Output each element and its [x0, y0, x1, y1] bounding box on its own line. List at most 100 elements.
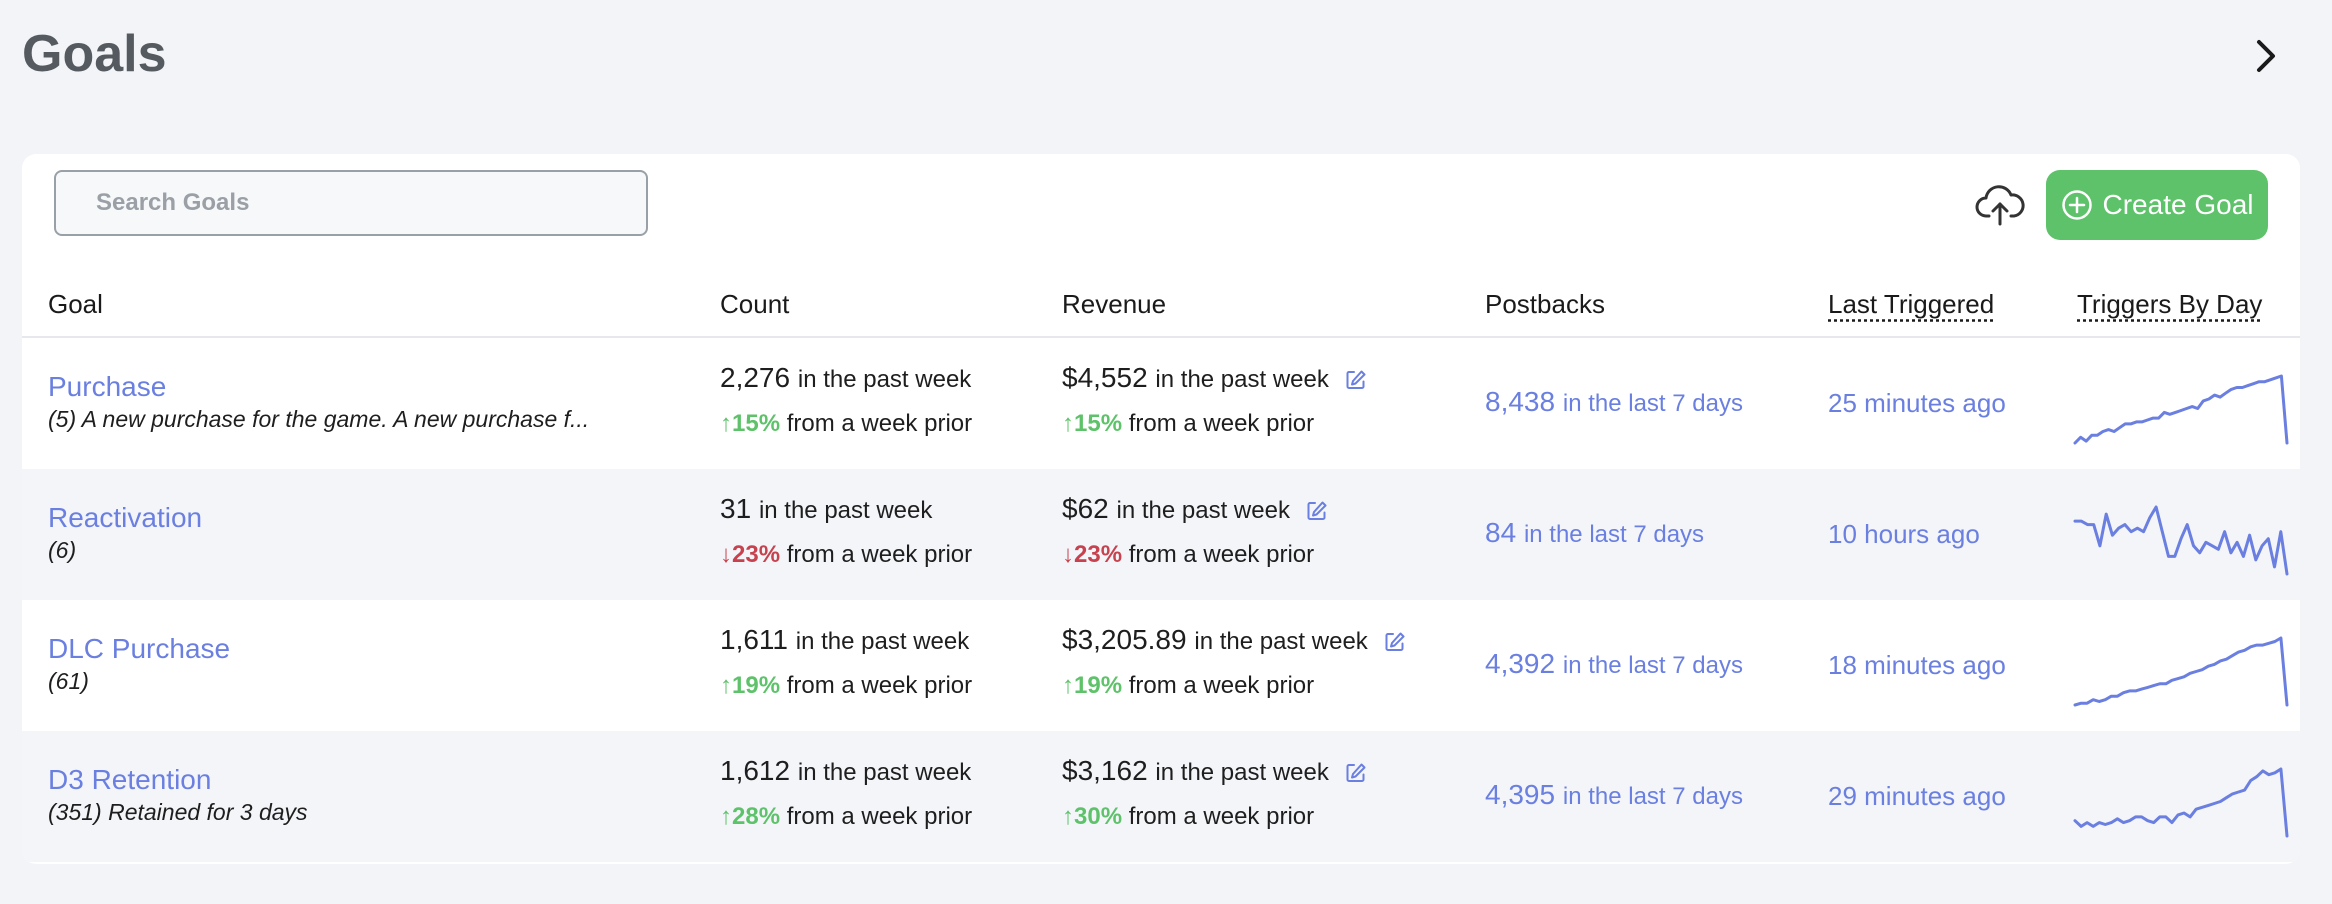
- postbacks-link[interactable]: 84 in the last 7 days: [1485, 511, 1704, 557]
- header-last-triggered[interactable]: Last Triggered: [1828, 289, 1995, 319]
- revenue-value: $4,552: [1062, 362, 1148, 393]
- header-count[interactable]: Count: [720, 289, 790, 319]
- last-triggered: 29 minutes ago: [1828, 781, 2006, 811]
- revenue-delta: ↓23% from a week prior: [1062, 533, 1328, 577]
- expand-chevron-button[interactable]: [2240, 30, 2292, 82]
- postbacks-suffix: in the last 7 days: [1562, 783, 1743, 810]
- create-goal-label: Create Goal: [2102, 189, 2254, 220]
- count-delta-value: 15%: [732, 410, 781, 437]
- count-delta-suffix: from a week prior: [786, 541, 973, 568]
- revenue-delta-suffix: from a week prior: [1128, 803, 1315, 830]
- count-value: 31: [720, 493, 752, 524]
- revenue-suffix: in the past week: [1155, 366, 1329, 393]
- count-delta-suffix: from a week prior: [786, 410, 973, 437]
- triggers-sparkline: [2073, 767, 2289, 838]
- revenue-stat: $3,162 in the past week: [1062, 749, 1367, 795]
- edit-icon[interactable]: [1345, 762, 1367, 784]
- triggers-sparkline: [2073, 374, 2289, 445]
- revenue-stat: $62 in the past week: [1062, 487, 1328, 533]
- revenue-delta-arrow: ↑: [1062, 803, 1074, 830]
- triggers-sparkline: [2073, 505, 2289, 576]
- postbacks-value: 4,395: [1485, 779, 1556, 810]
- table-row: Reactivation (6) 31 in the past week ↓23…: [22, 469, 2300, 600]
- count-delta-arrow: ↑: [720, 803, 732, 830]
- revenue-delta-value: 19%: [1074, 672, 1123, 699]
- header-postbacks[interactable]: Postbacks: [1485, 289, 1605, 319]
- table-header: Goal Count Revenue Postbacks Last Trigge…: [22, 272, 2300, 338]
- revenue-suffix: in the past week: [1194, 628, 1368, 655]
- table-row: DLC Purchase (61) 1,611 in the past week…: [22, 600, 2300, 731]
- revenue-suffix: in the past week: [1116, 497, 1290, 524]
- count-stat: 1,612 in the past week: [720, 749, 972, 795]
- cloud-upload-icon: [1975, 185, 2025, 226]
- postbacks-link[interactable]: 8,438 in the last 7 days: [1485, 380, 1743, 426]
- postbacks-value: 8,438: [1485, 386, 1556, 417]
- sparkline-line: [2073, 505, 2289, 576]
- header-revenue[interactable]: Revenue: [1062, 289, 1167, 319]
- revenue-stat: $4,552 in the past week: [1062, 356, 1367, 402]
- sparkline-line: [2073, 374, 2289, 445]
- revenue-delta-arrow: ↑: [1062, 410, 1074, 437]
- last-triggered: 18 minutes ago: [1828, 650, 2006, 680]
- goal-description: (351) Retained for 3 days: [48, 799, 308, 825]
- count-delta-arrow: ↑: [720, 672, 732, 699]
- count-delta: ↓23% from a week prior: [720, 533, 972, 577]
- count-stat: 2,276 in the past week: [720, 356, 972, 402]
- revenue-delta-suffix: from a week prior: [1128, 541, 1315, 568]
- goal-name-link[interactable]: Purchase: [48, 371, 167, 402]
- table-row: D3 Retention (351) Retained for 3 days 1…: [22, 731, 2300, 862]
- count-stat: 31 in the past week: [720, 487, 972, 533]
- count-delta: ↑19% from a week prior: [720, 664, 972, 708]
- postbacks-link[interactable]: 4,392 in the last 7 days: [1485, 642, 1743, 688]
- revenue-stat: $3,205.89 in the past week: [1062, 618, 1406, 664]
- revenue-value: $62: [1062, 493, 1109, 524]
- revenue-delta: ↑30% from a week prior: [1062, 795, 1367, 839]
- count-stat: 1,611 in the past week: [720, 618, 972, 664]
- count-suffix: in the past week: [795, 628, 970, 655]
- table-row: Purchase (5) A new purchase for the game…: [22, 338, 2300, 469]
- chevron-right-icon: [2257, 40, 2275, 72]
- revenue-delta: ↑15% from a week prior: [1062, 402, 1367, 446]
- triggers-sparkline: [2073, 636, 2289, 707]
- revenue-delta-suffix: from a week prior: [1128, 672, 1315, 699]
- header-goal[interactable]: Goal: [48, 289, 103, 319]
- goal-description: (6): [48, 537, 77, 563]
- revenue-suffix: in the past week: [1155, 759, 1329, 786]
- postbacks-suffix: in the last 7 days: [1562, 652, 1743, 679]
- revenue-delta-arrow: ↑: [1062, 672, 1074, 699]
- revenue-delta-value: 30%: [1074, 803, 1123, 830]
- goal-description: (61): [48, 668, 89, 694]
- count-delta: ↑15% from a week prior: [720, 402, 972, 446]
- count-value: 1,612: [720, 755, 791, 786]
- last-triggered: 25 minutes ago: [1828, 388, 2006, 418]
- postbacks-value: 84: [1485, 517, 1517, 548]
- goals-card: Create Goal Goal Count Revenue Postbacks…: [22, 154, 2300, 864]
- count-suffix: in the past week: [797, 759, 972, 786]
- edit-icon[interactable]: [1306, 500, 1328, 522]
- goal-name-link[interactable]: DLC Purchase: [48, 633, 231, 664]
- count-delta-value: 28%: [732, 803, 781, 830]
- postbacks-value: 4,392: [1485, 648, 1556, 679]
- count-delta-arrow: ↓: [720, 541, 732, 568]
- plus-circle-icon: [2061, 190, 2092, 220]
- header-triggers-by-day[interactable]: Triggers By Day: [2077, 289, 2263, 319]
- search-input[interactable]: [54, 170, 648, 236]
- count-suffix: in the past week: [797, 366, 972, 393]
- create-goal-button[interactable]: Create Goal: [2046, 170, 2268, 240]
- postbacks-link[interactable]: 4,395 in the last 7 days: [1485, 773, 1743, 819]
- edit-icon[interactable]: [1384, 631, 1406, 653]
- count-delta-suffix: from a week prior: [786, 672, 973, 699]
- revenue-delta-suffix: from a week prior: [1128, 410, 1315, 437]
- goal-name-link[interactable]: D3 Retention: [48, 764, 212, 795]
- revenue-value: $3,162: [1062, 755, 1148, 786]
- revenue-value: $3,205.89: [1062, 624, 1187, 655]
- upload-button[interactable]: [1972, 178, 2028, 234]
- goal-name-link[interactable]: Reactivation: [48, 502, 203, 533]
- page-title: Goals: [22, 25, 167, 83]
- postbacks-suffix: in the last 7 days: [1562, 390, 1743, 417]
- count-delta-suffix: from a week prior: [786, 803, 973, 830]
- sparkline-line: [2073, 636, 2289, 707]
- revenue-delta-value: 15%: [1074, 410, 1123, 437]
- count-delta-value: 19%: [732, 672, 781, 699]
- edit-icon[interactable]: [1345, 369, 1367, 391]
